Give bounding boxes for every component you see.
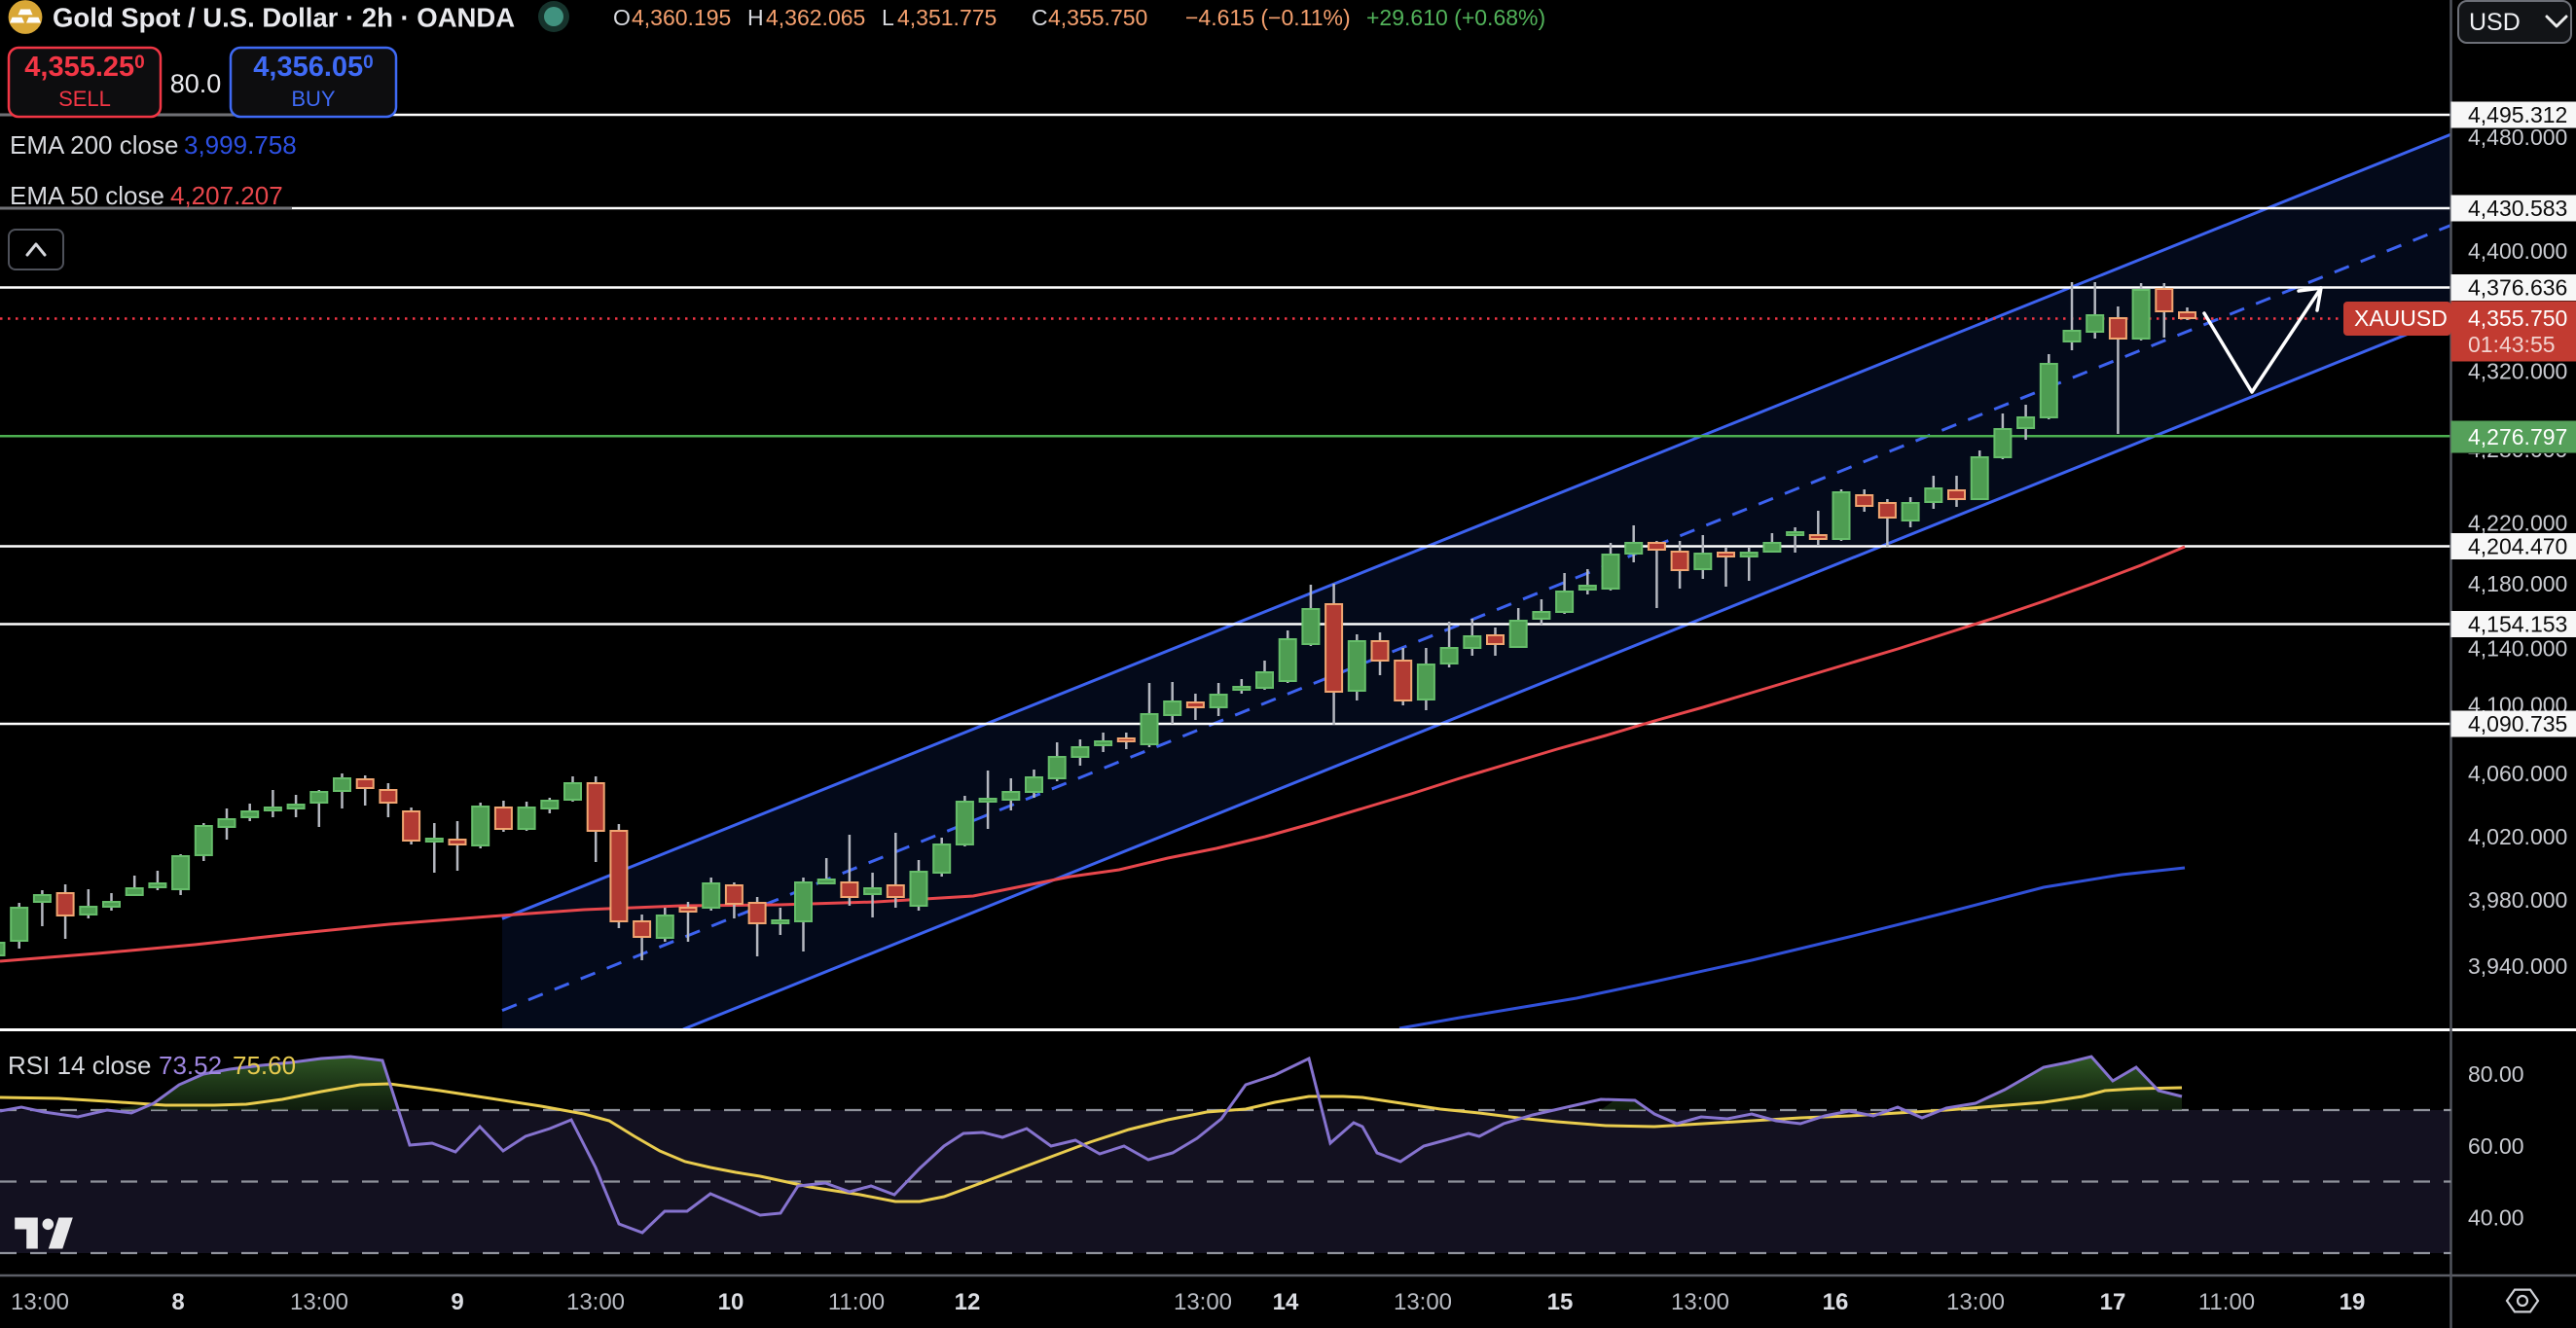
svg-text:4,320.000: 4,320.000 [2468,359,2567,384]
svg-text:13:00: 13:00 [1394,1289,1452,1315]
svg-text:80.00: 80.00 [2468,1061,2524,1087]
svg-text:+29.610 (+0.68%): +29.610 (+0.68%) [1366,5,1545,30]
svg-text:11:00: 11:00 [2198,1289,2255,1315]
svg-text:16: 16 [1823,1289,1849,1315]
svg-text:USD: USD [2469,9,2521,36]
svg-text:13:00: 13:00 [1671,1289,1729,1315]
svg-text:C: C [1032,5,1048,30]
svg-text:SELL: SELL [58,87,111,111]
svg-text:80.0: 80.0 [170,69,222,98]
svg-text:4,154.153: 4,154.153 [2468,612,2567,637]
svg-text:73.52: 73.52 [159,1051,222,1080]
svg-text:O: O [613,5,631,30]
svg-text:4,495.312: 4,495.312 [2468,102,2567,127]
svg-text:01:43:55: 01:43:55 [2468,332,2556,357]
svg-text:3,980.000: 3,980.000 [2468,887,2567,913]
svg-text:3,940.000: 3,940.000 [2468,953,2567,979]
svg-text:4,480.000: 4,480.000 [2468,125,2567,150]
svg-text:13:00: 13:00 [290,1289,348,1315]
svg-text:4,351.775: 4,351.775 [897,5,997,30]
svg-text:Gold Spot / U.S. Dollar · 2h ·: Gold Spot / U.S. Dollar · 2h · OANDA [53,3,515,33]
svg-text:10: 10 [718,1289,744,1315]
svg-text:4,355.750: 4,355.750 [2468,305,2567,331]
svg-text:4,020.000: 4,020.000 [2468,824,2567,849]
svg-text:40.00: 40.00 [2468,1205,2524,1231]
svg-text:15: 15 [1547,1289,1574,1315]
svg-text:4,060.000: 4,060.000 [2468,761,2567,786]
svg-text:4,355.750: 4,355.750 [1048,5,1147,30]
svg-text:4,276.797: 4,276.797 [2468,424,2567,449]
svg-text:4,280.000: 4,280.000 [2468,437,2567,462]
svg-text:4,355.250: 4,355.250 [24,52,144,83]
svg-text:L: L [882,5,894,30]
svg-text:4,400.000: 4,400.000 [2468,238,2567,264]
svg-text:4,376.636: 4,376.636 [2468,275,2567,301]
svg-text:3,999.758: 3,999.758 [184,130,297,160]
svg-text:−4.615 (−0.11%): −4.615 (−0.11%) [1185,5,1351,30]
svg-text:13:00: 13:00 [1174,1289,1232,1315]
svg-text:4,207.207: 4,207.207 [170,181,283,210]
svg-text:RSI 14 close: RSI 14 close [8,1051,151,1080]
svg-text:9: 9 [451,1289,463,1315]
svg-text:EMA 200 close: EMA 200 close [10,130,178,160]
svg-text:8: 8 [171,1289,184,1315]
svg-text:EMA 50 close: EMA 50 close [10,181,164,210]
svg-text:H: H [747,5,764,30]
svg-text:13:00: 13:00 [11,1289,69,1315]
svg-text:14: 14 [1273,1289,1299,1315]
svg-text:4,362.065: 4,362.065 [766,5,865,30]
svg-text:4,356.050: 4,356.050 [253,52,373,83]
svg-text:4,180.000: 4,180.000 [2468,571,2567,596]
svg-text:4,204.470: 4,204.470 [2468,534,2567,559]
svg-text:4,430.583: 4,430.583 [2468,196,2567,221]
svg-text:XAUUSD: XAUUSD [2354,305,2448,331]
svg-text:4,360.195: 4,360.195 [632,5,731,30]
svg-text:4,220.000: 4,220.000 [2468,511,2567,536]
svg-text:4,140.000: 4,140.000 [2468,636,2567,662]
svg-text:4,090.735: 4,090.735 [2468,711,2567,736]
svg-text:11:00: 11:00 [828,1289,885,1315]
svg-text:19: 19 [2340,1289,2366,1315]
svg-text:75.60: 75.60 [233,1051,296,1080]
svg-text:60.00: 60.00 [2468,1133,2524,1159]
svg-text:BUY: BUY [291,87,336,111]
svg-text:17: 17 [2100,1289,2126,1315]
svg-text:12: 12 [955,1289,981,1315]
svg-text:13:00: 13:00 [566,1289,625,1315]
svg-text:13:00: 13:00 [1946,1289,2005,1315]
